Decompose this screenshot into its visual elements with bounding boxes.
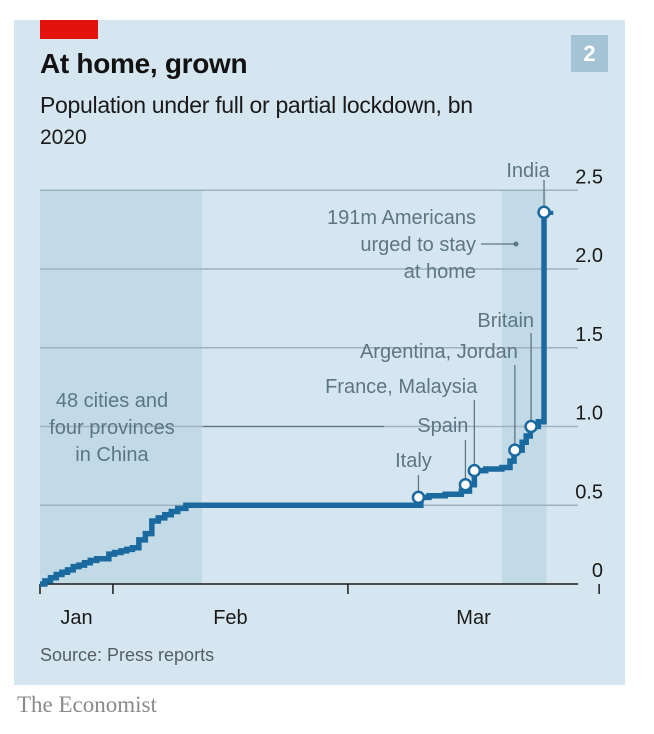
annotation-label: Britain <box>477 310 534 332</box>
chart-title: At home, grown <box>40 48 248 79</box>
chart-year: 2020 <box>40 126 87 149</box>
annotation-label: India <box>506 160 550 182</box>
event-marker <box>508 443 522 457</box>
y-tick-label: 0.5 <box>575 481 603 503</box>
x-tick-label: Feb <box>213 607 247 629</box>
shaded-period <box>501 190 547 584</box>
y-tick-label: 2.0 <box>575 245 603 267</box>
series-line <box>40 209 554 587</box>
source-note: Source: Press reports <box>40 645 215 665</box>
y-tick-label: 1.5 <box>575 324 603 346</box>
annotation-label: Italy <box>395 450 432 472</box>
x-tick-label: Mar <box>456 607 491 629</box>
event-marker <box>411 490 426 505</box>
americans-annotation-line: at home <box>404 261 476 283</box>
event-marker <box>537 205 551 220</box>
china-annotation-line: 48 cities and <box>56 390 168 412</box>
americans-annotation-line: 191m Americans <box>327 207 476 229</box>
brand-red-bar <box>40 20 98 39</box>
chart-subtitle: Population under full or partial lockdow… <box>40 92 473 118</box>
brand-wordmark: The Economist <box>17 692 157 717</box>
event-marker <box>467 463 482 478</box>
event-marker <box>458 478 473 492</box>
annotation-dot <box>513 241 519 247</box>
y-tick-label: 0 <box>592 560 603 582</box>
annotation-label: France, Malaysia <box>325 376 478 398</box>
x-tick-label: Jan <box>60 607 92 629</box>
china-annotation-line: four provinces <box>49 417 175 439</box>
chart-number-badge: 2 <box>571 35 608 72</box>
annotation-label: Argentina, Jordan <box>360 341 518 363</box>
y-tick-label: 2.5 <box>575 166 603 188</box>
annotation-label: Spain <box>417 415 468 437</box>
china-annotation-line: in China <box>75 444 149 466</box>
y-tick-label: 1.0 <box>575 403 603 425</box>
event-marker <box>524 419 538 434</box>
shaded-period <box>40 190 203 584</box>
americans-annotation-line: urged to stay <box>360 234 476 256</box>
